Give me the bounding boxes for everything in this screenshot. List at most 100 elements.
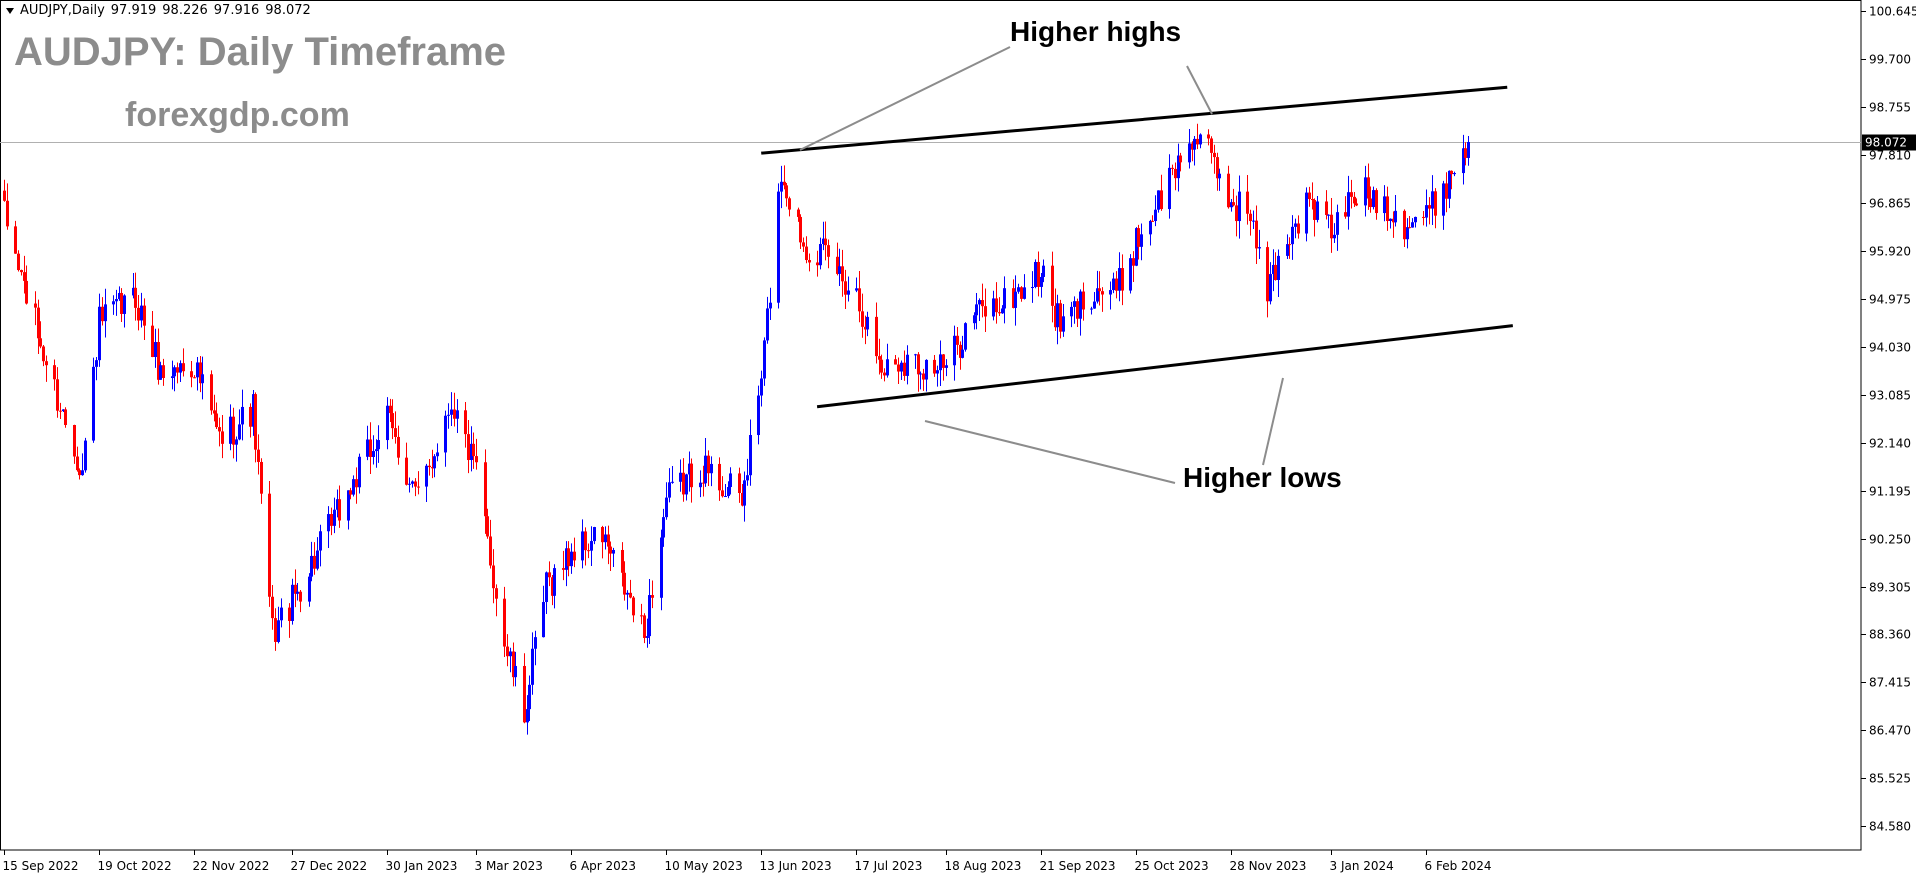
candle-bear xyxy=(797,209,800,217)
candle-bull xyxy=(1333,234,1336,239)
x-tick-label: 21 Sep 2023 xyxy=(1040,859,1116,873)
candle-bear xyxy=(254,394,257,450)
candle-bear xyxy=(707,455,710,474)
candle-bear xyxy=(249,406,252,427)
candle-bull xyxy=(534,637,537,649)
candle-bull xyxy=(906,354,909,376)
candle-bear xyxy=(1288,244,1291,246)
candle-bear xyxy=(506,646,509,657)
candle-bull xyxy=(662,517,665,538)
y-tick-label: 99.700 xyxy=(1869,53,1911,67)
candle-bear xyxy=(1235,205,1238,222)
candle-bull xyxy=(196,362,199,378)
candle-bear xyxy=(551,577,554,596)
symbol-header: AUDJPY,Daily 97.919 98.226 97.916 98.072 xyxy=(6,3,317,18)
candle-bear xyxy=(523,665,526,723)
candle-bull xyxy=(939,354,942,371)
candle-bear xyxy=(1101,291,1104,295)
candle-bull xyxy=(1109,290,1112,295)
candle-bull xyxy=(1157,190,1160,210)
current-price-label: 98.072 xyxy=(1865,136,1907,150)
y-tick-label: 85.525 xyxy=(1869,772,1911,786)
candle-bear xyxy=(221,431,224,444)
candle-bear xyxy=(137,307,140,321)
candle-bear xyxy=(59,410,62,412)
candle-bull xyxy=(372,451,375,457)
candle-bear xyxy=(1082,291,1085,310)
candle-bear xyxy=(1355,203,1358,206)
candle-bull xyxy=(1079,291,1082,319)
candle-bull xyxy=(1093,301,1096,309)
candle-bear xyxy=(14,226,17,254)
y-tick-label: 94.975 xyxy=(1869,293,1911,307)
candle-bear xyxy=(34,303,37,308)
trendline-upper xyxy=(761,85,1508,155)
candle-bear xyxy=(836,256,839,274)
candle-bull xyxy=(953,335,956,366)
candle-bear xyxy=(151,325,154,358)
candle-bear xyxy=(841,266,844,282)
candle-bull xyxy=(710,463,713,474)
candle-bear xyxy=(1051,265,1054,306)
candle-bull xyxy=(679,472,682,482)
candle-bull xyxy=(593,527,596,542)
candle-bear xyxy=(894,359,897,365)
x-tick-label: 3 Mar 2023 xyxy=(475,859,543,873)
candle-bear xyxy=(861,311,864,327)
candle-bull xyxy=(743,480,746,506)
candle-bull xyxy=(1291,226,1294,245)
candle-bull xyxy=(1023,287,1026,299)
candle-bull xyxy=(757,395,760,436)
candle-bull xyxy=(646,636,649,638)
candle-bull xyxy=(1096,288,1099,302)
candle-bear xyxy=(824,238,827,246)
candle-bull xyxy=(118,292,121,300)
candle-bull xyxy=(665,497,668,518)
candle-bear xyxy=(880,359,883,373)
candle-bear xyxy=(53,365,56,380)
candle-bear xyxy=(405,457,408,485)
y-tick-label: 98.755 xyxy=(1869,101,1911,115)
candle-bear xyxy=(299,591,302,602)
candle-bear xyxy=(1227,173,1230,208)
candle-bull xyxy=(1149,220,1152,235)
candle-bull xyxy=(1238,191,1241,222)
candle-bull xyxy=(1336,212,1339,235)
candle-bull xyxy=(1034,261,1037,288)
candle-bear xyxy=(495,588,498,599)
higher-lows-pointer-2 xyxy=(1262,377,1284,466)
y-tick-label: 88.360 xyxy=(1869,628,1911,642)
candle-bull xyxy=(648,595,651,637)
candle-bull xyxy=(1177,155,1180,179)
candle-bull xyxy=(1272,264,1275,275)
candle-bear xyxy=(1059,303,1062,332)
candle-bear xyxy=(330,514,333,526)
candle-bear xyxy=(1249,213,1252,222)
candle-bull xyxy=(688,463,691,475)
candle-bear xyxy=(1464,148,1467,158)
candle-bull xyxy=(704,455,707,484)
candle-bull xyxy=(1014,291,1017,308)
candle-bull xyxy=(132,287,135,296)
candle-bear xyxy=(1191,143,1194,150)
candle-bull xyxy=(84,440,87,471)
candle-bear xyxy=(690,463,693,488)
candle-bull xyxy=(241,406,244,425)
candle-bull xyxy=(838,266,841,274)
candle-bear xyxy=(389,405,392,414)
candle-bear xyxy=(1213,152,1216,158)
candle-bull xyxy=(98,306,101,361)
higher-highs-pointer-2 xyxy=(1186,65,1213,115)
dropdown-triangle-icon[interactable] xyxy=(6,7,14,14)
candle-bull xyxy=(1056,303,1059,328)
candle-bull xyxy=(1442,183,1445,216)
candle-bull xyxy=(1129,258,1132,291)
candle-bear xyxy=(1408,227,1411,229)
candle-bull xyxy=(668,482,671,498)
candle-bull xyxy=(444,415,447,453)
x-tick-label: 15 Sep 2022 xyxy=(3,859,79,873)
x-tick-label: 13 Jun 2023 xyxy=(760,859,832,873)
candle-bull xyxy=(92,366,95,441)
candle-bull xyxy=(447,414,450,416)
